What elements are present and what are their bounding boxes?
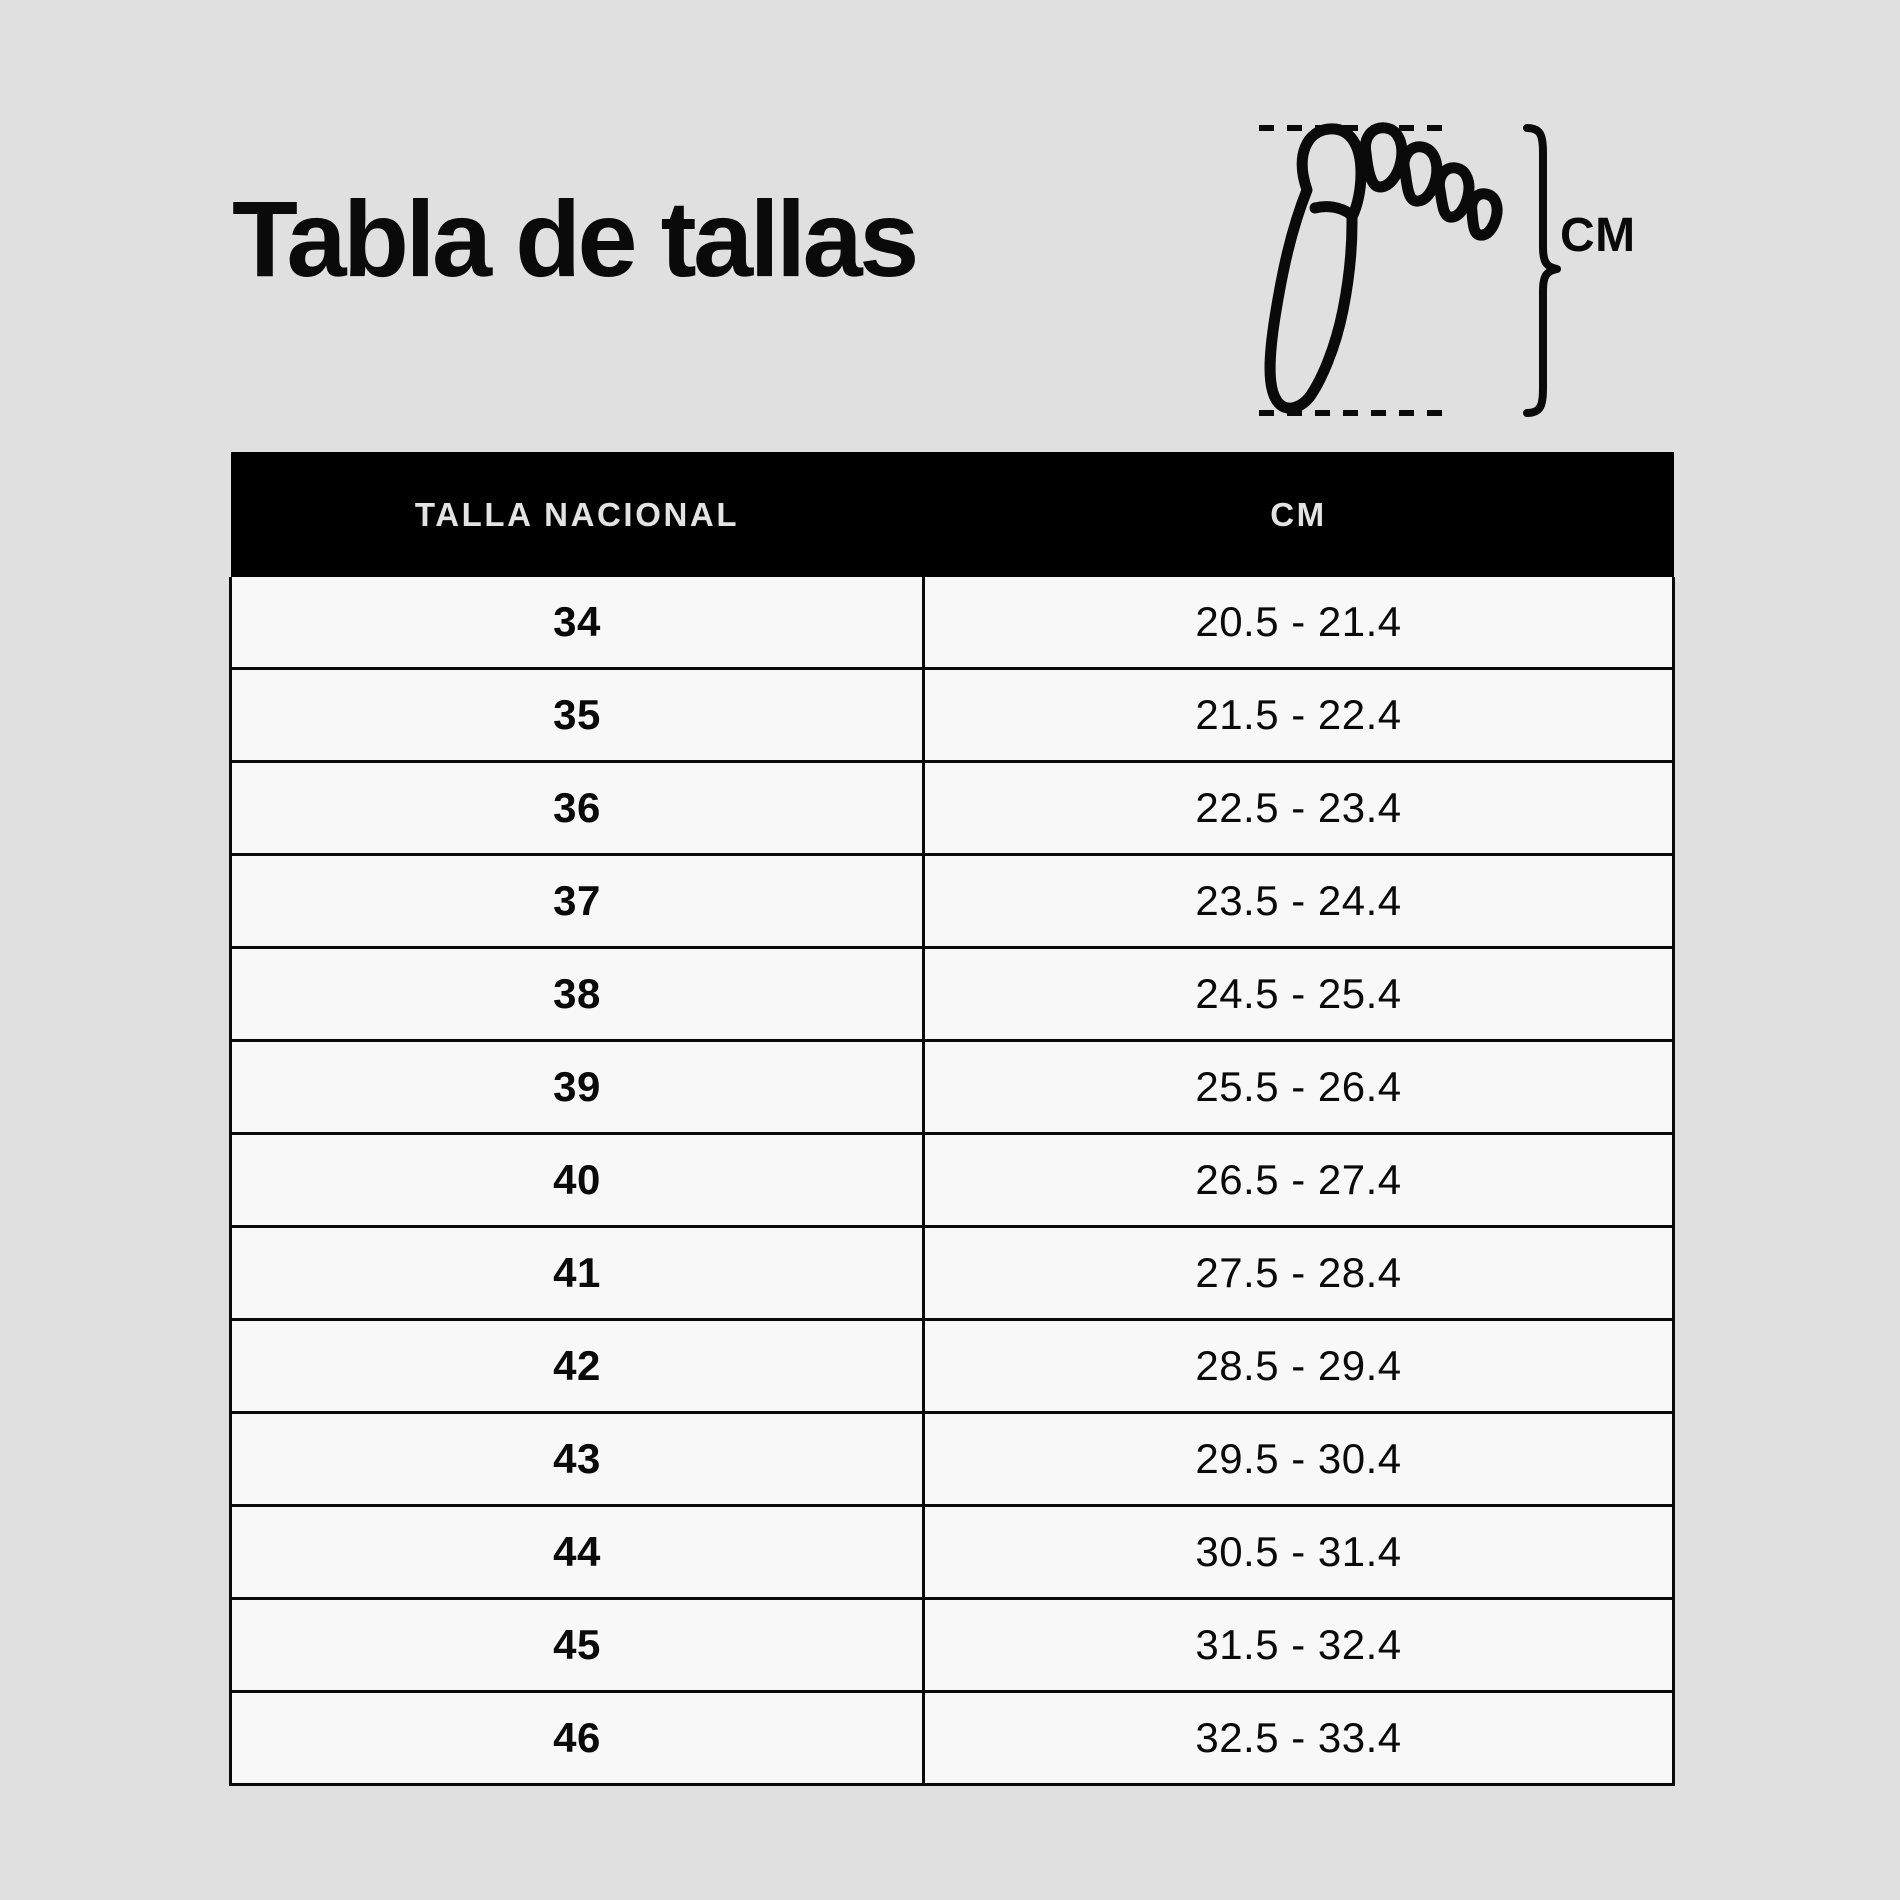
table-body: 34 20.5 - 21.4 35 21.5 - 22.4 36 22.5 - 23.4 3… xyxy=(229,577,1675,1786)
cell-talla-nacional: 38 xyxy=(229,946,925,1042)
table-row: 36 22.5 - 23.4 xyxy=(229,760,1675,856)
table-row: 44 30.5 - 31.4 xyxy=(229,1504,1675,1600)
foot-outline-icon xyxy=(1264,122,1503,414)
size-table-container: TALLA NACIONAL CM 34 20.5 - 21.4 35 21.5 - … xyxy=(229,452,1675,1786)
table-row: 46 32.5 - 33.4 xyxy=(229,1690,1675,1786)
cell-talla-nacional: 39 xyxy=(229,1039,925,1135)
table-row: 40 26.5 - 27.4 xyxy=(229,1132,1675,1228)
cell-cm-range: 26.5 - 27.4 xyxy=(922,1132,1675,1228)
cell-cm-range: 22.5 - 23.4 xyxy=(922,760,1675,856)
cell-talla-nacional: 36 xyxy=(229,760,925,856)
cell-cm-range: 20.5 - 21.4 xyxy=(922,577,1675,670)
size-chart-table: TALLA NACIONAL CM 34 20.5 - 21.4 35 21.5 - … xyxy=(229,452,1675,1786)
cell-talla-nacional: 41 xyxy=(229,1225,925,1321)
column-header-talla-nacional: TALLA NACIONAL xyxy=(230,452,924,577)
cell-talla-nacional: 43 xyxy=(229,1411,925,1507)
cell-cm-range: 28.5 - 29.4 xyxy=(922,1318,1675,1414)
page-title: Tabla de tallas xyxy=(232,178,919,299)
cell-cm-range: 30.5 - 31.4 xyxy=(922,1504,1675,1600)
cell-talla-nacional: 40 xyxy=(229,1132,925,1228)
cell-cm-range: 21.5 - 22.4 xyxy=(922,667,1675,763)
cell-cm-range: 32.5 - 33.4 xyxy=(922,1690,1675,1786)
cell-cm-range: 25.5 - 26.4 xyxy=(922,1039,1675,1135)
table-row: 37 23.5 - 24.4 xyxy=(229,853,1675,949)
table-row: 42 28.5 - 29.4 xyxy=(229,1318,1675,1414)
cell-cm-range: 31.5 - 32.4 xyxy=(922,1597,1675,1693)
cell-talla-nacional: 34 xyxy=(229,577,925,670)
table-header-row: TALLA NACIONAL CM xyxy=(230,452,1674,577)
cell-talla-nacional: 44 xyxy=(229,1504,925,1600)
measurement-brace-icon xyxy=(1523,124,1561,417)
table-row: 35 21.5 - 22.4 xyxy=(229,667,1675,763)
column-header-cm: CM xyxy=(923,452,1674,577)
cell-cm-range: 23.5 - 24.4 xyxy=(922,853,1675,949)
table-row: 39 25.5 - 26.4 xyxy=(229,1039,1675,1135)
table-header: TALLA NACIONAL CM xyxy=(230,452,1674,577)
table-row: 43 29.5 - 30.4 xyxy=(229,1411,1675,1507)
cell-cm-range: 27.5 - 28.4 xyxy=(922,1225,1675,1321)
cell-talla-nacional: 37 xyxy=(229,853,925,949)
foot-measurement-diagram: CM xyxy=(1255,95,1675,425)
table-row: 41 27.5 - 28.4 xyxy=(229,1225,1675,1321)
cell-talla-nacional: 46 xyxy=(229,1690,925,1786)
cell-cm-range: 24.5 - 25.4 xyxy=(922,946,1675,1042)
diagram-cm-label: CM xyxy=(1560,209,1636,262)
cell-talla-nacional: 35 xyxy=(229,667,925,763)
table-row: 38 24.5 - 25.4 xyxy=(229,946,1675,1042)
table-row: 34 20.5 - 21.4 xyxy=(229,577,1675,670)
table-row: 45 31.5 - 32.4 xyxy=(229,1597,1675,1693)
cell-talla-nacional: 45 xyxy=(229,1597,925,1693)
cell-talla-nacional: 42 xyxy=(229,1318,925,1414)
cell-cm-range: 29.5 - 30.4 xyxy=(922,1411,1675,1507)
